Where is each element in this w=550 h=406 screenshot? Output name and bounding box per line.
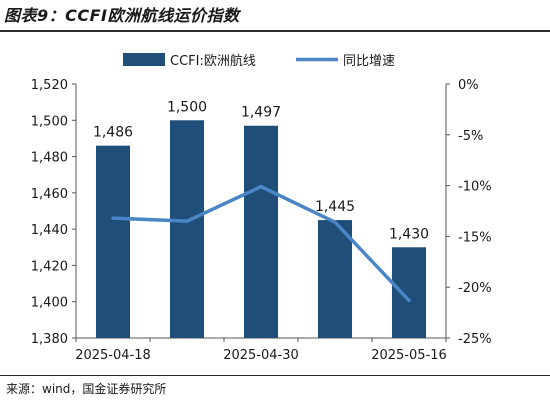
right-tick-label: -10% bbox=[458, 180, 492, 195]
growth-point bbox=[185, 219, 189, 223]
legend-label-bar: CCFI:欧洲航线 bbox=[170, 53, 256, 69]
bar bbox=[391, 247, 427, 338]
left-tick-label: 1,520 bbox=[31, 78, 68, 93]
bar-value-label: 1,445 bbox=[315, 199, 355, 215]
bar-value-label: 1,430 bbox=[389, 226, 429, 242]
right-tick-label: -20% bbox=[458, 281, 492, 296]
left-tick-label: 1,380 bbox=[31, 332, 68, 347]
x-tick-label: 2025-04-18 bbox=[75, 348, 151, 363]
bar-value-label: 1,500 bbox=[167, 99, 207, 115]
right-tick-label: 0% bbox=[458, 78, 479, 93]
bar-series bbox=[95, 120, 427, 339]
left-tick-label: 1,500 bbox=[31, 114, 68, 129]
left-tick-label: 1,440 bbox=[31, 223, 68, 238]
chart-legend: CCFI:欧洲航线 同比增速 bbox=[123, 53, 395, 69]
bar-data-labels: 1,486 1,500 1,497 1,445 1,430 bbox=[93, 99, 429, 242]
growth-point bbox=[111, 216, 115, 220]
legend-swatch-bar bbox=[123, 53, 165, 66]
bar bbox=[243, 125, 279, 338]
growth-point bbox=[407, 298, 411, 303]
right-tick-label: -5% bbox=[458, 129, 483, 144]
x-tick-label: 2025-04-30 bbox=[223, 348, 299, 363]
chart-axes: 1,380 1,400 1,420 1,440 1,460 1,480 1,500 1,520… bbox=[31, 78, 492, 363]
line-series bbox=[111, 184, 411, 303]
growth-point bbox=[259, 185, 263, 189]
right-tick-label: -15% bbox=[458, 230, 492, 245]
left-tick-label: 1,460 bbox=[31, 187, 68, 202]
x-tick-label: 2025-05-16 bbox=[371, 348, 447, 363]
right-tick-label: -25% bbox=[458, 332, 492, 347]
title-divider bbox=[0, 30, 550, 32]
source-divider bbox=[0, 375, 550, 376]
legend-label-line: 同比增速 bbox=[343, 54, 395, 69]
left-tick-label: 1,420 bbox=[31, 259, 68, 274]
left-tick-label: 1,400 bbox=[31, 296, 68, 311]
left-tick-label: 1,480 bbox=[31, 151, 68, 166]
growth-point bbox=[333, 220, 337, 224]
bar bbox=[169, 120, 205, 339]
bar bbox=[95, 145, 131, 338]
bar-value-label: 1,497 bbox=[241, 105, 281, 121]
bar bbox=[317, 220, 353, 338]
chart-canvas: CCFI:欧洲航线 同比增速 1,380 1,400 1,420 1,440 1,460… bbox=[31, 53, 492, 363]
source-note: 来源：wind，国金证券研究所 bbox=[6, 382, 167, 396]
figure-title: 图表9：CCFI欧洲航线运价指数 bbox=[4, 6, 240, 25]
bar-value-label: 1,486 bbox=[93, 125, 133, 141]
